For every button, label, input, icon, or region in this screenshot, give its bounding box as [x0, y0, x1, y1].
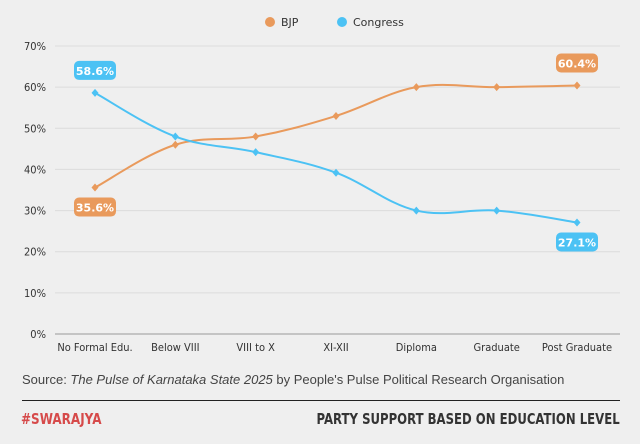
y-tick-label: 40%: [24, 163, 46, 176]
y-tick-label: 0%: [30, 328, 46, 341]
x-tick-label: Post Graduate: [542, 341, 612, 354]
y-tick-label: 30%: [24, 205, 46, 218]
data-label: 58.6%: [76, 65, 114, 78]
legend-marker: [337, 17, 347, 27]
data-label-badge: [74, 60, 116, 80]
source-title: The Pulse of Karnataka State 2025: [70, 372, 273, 387]
source-suffix: by People's Pulse Political Research Org…: [272, 372, 565, 387]
brand-logo: #SWARAJYA: [21, 410, 102, 428]
legend-label: Congress: [353, 16, 404, 29]
data-label-badge: [556, 53, 598, 73]
data-point: [332, 168, 340, 177]
x-tick-label: No Formal Edu.: [57, 341, 132, 354]
data-label: 60.4%: [558, 57, 596, 70]
legend-label: BJP: [281, 16, 299, 29]
data-point: [493, 83, 501, 92]
data-point: [171, 140, 179, 149]
data-point: [252, 148, 260, 157]
data-label-badge: [74, 197, 116, 217]
y-tick-label: 70%: [24, 40, 46, 53]
legend-marker: [265, 17, 275, 27]
chart-title: PARTY SUPPORT BASED ON EDUCATION LEVEL: [316, 410, 620, 428]
source-prefix: Source:: [22, 372, 71, 387]
data-point: [412, 206, 420, 215]
x-tick-label: Diploma: [396, 341, 437, 354]
x-tick-label: Graduate: [473, 341, 519, 354]
data-point: [91, 183, 99, 192]
data-point: [171, 132, 179, 141]
x-tick-label: VIII to X: [236, 341, 275, 354]
data-point: [91, 88, 99, 97]
data-label: 35.6%: [76, 202, 114, 215]
data-point: [493, 206, 501, 215]
x-tick-label: XI-XII: [323, 341, 348, 354]
x-tick-label: Below VIII: [151, 341, 199, 354]
data-point: [252, 132, 260, 141]
line-chart: 0% 10% 20% 30% 40% 50% 60% 70% No Formal Edu. Bel…: [24, 16, 620, 354]
y-tick-label: 10%: [24, 287, 46, 300]
data-label-badge: [556, 232, 598, 252]
data-point: [573, 218, 581, 227]
source-note: Source: The Pulse of Karnataka State 202…: [22, 372, 564, 387]
divider: [22, 400, 620, 401]
y-tick-label: 60%: [24, 81, 46, 94]
y-tick-label: 20%: [24, 246, 46, 259]
data-point: [332, 111, 340, 120]
y-tick-label: 50%: [24, 122, 46, 135]
data-point: [412, 83, 420, 92]
data-point: [573, 81, 581, 90]
data-label: 27.1%: [558, 237, 596, 250]
